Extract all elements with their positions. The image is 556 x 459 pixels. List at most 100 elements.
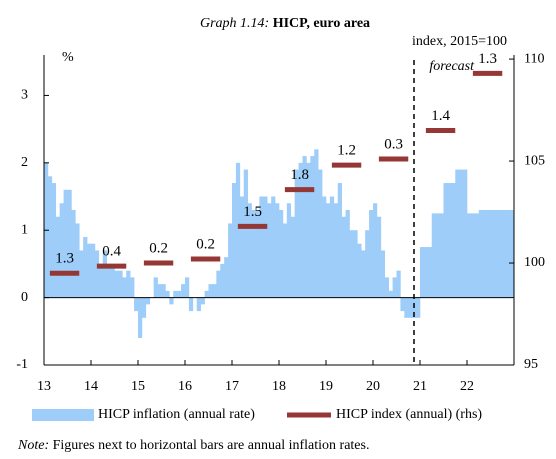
- bar: [380, 250, 386, 298]
- bar: [302, 156, 307, 298]
- bar: [408, 297, 413, 318]
- rate-label: 1.2: [337, 143, 356, 159]
- x-tick-label: 18: [272, 379, 286, 394]
- bar: [337, 183, 342, 298]
- rate-label: 1.3: [55, 251, 74, 267]
- rate-label: 1.8: [290, 167, 309, 183]
- bar: [63, 189, 68, 298]
- bar: [263, 196, 268, 298]
- bar: [181, 284, 186, 298]
- bar: [384, 277, 389, 298]
- bar: [498, 210, 503, 298]
- bar: [157, 284, 162, 298]
- bar: [275, 203, 280, 298]
- bar: [153, 277, 158, 298]
- bar: [404, 297, 409, 318]
- y-tick-label: 3: [21, 88, 28, 103]
- bar: [130, 277, 135, 298]
- x-tick-label: 19: [319, 379, 333, 394]
- note: Note: Figures next to horizontal bars ar…: [17, 438, 369, 453]
- bar: [361, 250, 366, 298]
- bar: [443, 183, 448, 298]
- bar: [345, 210, 350, 298]
- bar: [94, 250, 100, 298]
- note-text: Figures next to horizontal bars are annu…: [53, 438, 370, 453]
- bar: [255, 210, 260, 298]
- bar: [420, 247, 425, 298]
- bar: [87, 243, 92, 298]
- bar: [451, 183, 456, 298]
- bar: [134, 297, 139, 312]
- legend-swatch: [32, 409, 94, 421]
- bar: [478, 210, 483, 298]
- bar: [224, 257, 229, 298]
- bar: [51, 183, 57, 298]
- bar: [427, 247, 433, 298]
- x-tick-label: 13: [37, 379, 51, 394]
- y2-tick-label: 110: [524, 51, 544, 66]
- bar: [71, 210, 76, 298]
- bar: [341, 216, 346, 298]
- title-prefix: Graph 1.14:: [200, 16, 269, 31]
- bar: [145, 297, 151, 305]
- y-tick-label: 2: [21, 155, 28, 170]
- bar: [392, 277, 397, 298]
- rate-label: 1.3: [478, 51, 497, 67]
- x-tick-label: 14: [84, 379, 98, 394]
- bar: [282, 223, 288, 298]
- bar: [59, 203, 64, 298]
- bar: [169, 297, 174, 305]
- bar: [510, 210, 515, 298]
- bar: [455, 169, 460, 298]
- bar: [318, 169, 323, 298]
- legend-label: HICP index (annual) (rhs): [336, 407, 482, 422]
- bar: [161, 284, 166, 298]
- bar: [259, 196, 264, 298]
- bar: [204, 290, 209, 298]
- rate-label: 0.4: [102, 244, 121, 260]
- bar: [502, 210, 507, 298]
- bar: [220, 263, 225, 298]
- bar: [165, 290, 170, 298]
- bar: [314, 149, 319, 298]
- bar: [122, 277, 127, 298]
- x-tick-label: 16: [178, 379, 192, 394]
- bar: [47, 176, 53, 298]
- bar: [173, 290, 178, 298]
- bar: [306, 162, 311, 298]
- bar: [423, 247, 429, 298]
- bar: [196, 297, 201, 312]
- y-tick-label: 0: [21, 290, 28, 305]
- bar: [486, 210, 491, 298]
- bar: [376, 216, 382, 298]
- bar: [298, 162, 303, 298]
- bar: [396, 270, 401, 298]
- x-tick-label: 20: [366, 379, 380, 394]
- bar: [357, 243, 362, 298]
- bar: [247, 203, 252, 298]
- bar: [243, 169, 248, 298]
- bar: [373, 203, 378, 298]
- bar: [91, 243, 96, 298]
- note-prefix: Note:: [17, 438, 49, 453]
- bar: [177, 290, 182, 298]
- bar: [329, 196, 335, 298]
- bar: [333, 203, 339, 298]
- bar: [251, 210, 256, 298]
- bar: [228, 223, 233, 298]
- y2-tick-label: 95: [524, 357, 538, 372]
- bar: [349, 230, 354, 298]
- bar: [474, 213, 480, 298]
- bar: [114, 270, 119, 298]
- title-main: HICP, euro area: [273, 16, 370, 31]
- bar: [439, 213, 444, 298]
- rate-label: 0.2: [149, 240, 168, 256]
- bar: [67, 189, 72, 298]
- rate-label: 0.2: [196, 236, 215, 252]
- bar: [286, 203, 292, 298]
- bar: [294, 169, 299, 298]
- bar: [239, 196, 245, 298]
- bar: [267, 203, 272, 298]
- bar: [106, 263, 111, 298]
